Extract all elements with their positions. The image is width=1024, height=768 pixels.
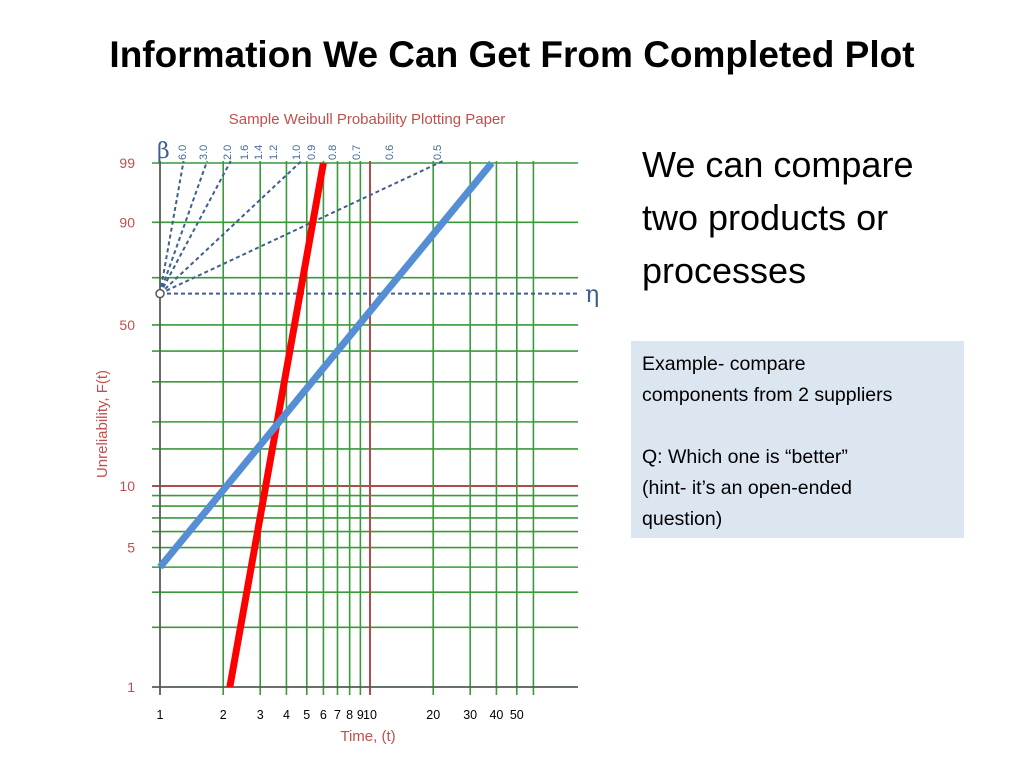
example-box: Example- compare components from 2 suppl… — [631, 341, 964, 538]
x-tick-label: 50 — [510, 708, 524, 722]
y-axis-label: Unreliability, F(t) — [94, 370, 111, 478]
x-axis-label: Time, (t) — [340, 728, 395, 745]
beta-label: 0.9 — [306, 145, 318, 160]
y-tick-label: 1 — [127, 679, 135, 695]
body-line: processes — [642, 250, 807, 291]
beta-label: 0.8 — [327, 145, 339, 160]
beta-fan-line — [159, 160, 185, 294]
beta-label: 0.5 — [432, 145, 444, 160]
beta-label: 1.0 — [291, 145, 303, 160]
y-tick-label: 10 — [119, 478, 135, 494]
beta-label: 1.4 — [253, 145, 265, 160]
body-text: We can compare two products or processes — [642, 138, 982, 297]
x-tick-label: 8 — [346, 708, 353, 722]
blue-series-line — [157, 160, 495, 570]
x-tick-label: 4 — [283, 708, 290, 722]
y-tick-label: 5 — [127, 540, 135, 556]
beta-label: 6.0 — [177, 145, 189, 160]
beta-fan-line — [159, 160, 209, 294]
x-tick-label: 7 — [334, 708, 341, 722]
beta-label: 2.0 — [222, 145, 234, 160]
y-tick-label: 99 — [119, 155, 135, 171]
x-tick-label: 1 — [157, 708, 164, 722]
beta-symbol: β — [157, 139, 170, 164]
beta-fan-line — [159, 160, 444, 295]
x-tick-label: 9 — [357, 708, 364, 722]
box-line: Q: Which one is “better” — [642, 446, 848, 468]
slide-title: Information We Can Get From Completed Pl… — [109, 34, 915, 75]
x-tick-label: 3 — [257, 708, 264, 722]
beta-label: 0.7 — [351, 145, 363, 160]
beta-fan-line — [159, 160, 303, 295]
box-line: (hint- it’s an open-ended — [642, 477, 852, 499]
body-line: two products or — [642, 197, 889, 238]
beta-label: 0.6 — [384, 145, 396, 160]
beta-label: 1.6 — [239, 145, 251, 160]
box-line: components from 2 suppliers — [642, 384, 893, 406]
box-line: Example- compare — [642, 353, 806, 375]
x-tick-label: 6 — [320, 708, 327, 722]
y-tick-label: 50 — [119, 317, 135, 333]
x-tick-label: 40 — [489, 708, 503, 722]
beta-label: 3.0 — [198, 145, 210, 160]
beta-fan-line — [159, 160, 232, 295]
eta-symbol: η — [585, 280, 599, 308]
x-tick-label: 10 — [363, 708, 377, 722]
x-tick-label: 5 — [303, 708, 310, 722]
chart-title: Sample Weibull Probability Plotting Pape… — [229, 111, 506, 128]
body-line: We can compare — [642, 144, 914, 185]
x-tick-label: 2 — [220, 708, 227, 722]
x-tick-label: 20 — [426, 708, 440, 722]
y-tick-label: 90 — [119, 214, 135, 230]
box-line: question) — [642, 508, 723, 530]
eta-origin-marker — [155, 288, 165, 299]
x-tick-label: 30 — [463, 708, 477, 722]
beta-label: 1.2 — [268, 145, 280, 160]
